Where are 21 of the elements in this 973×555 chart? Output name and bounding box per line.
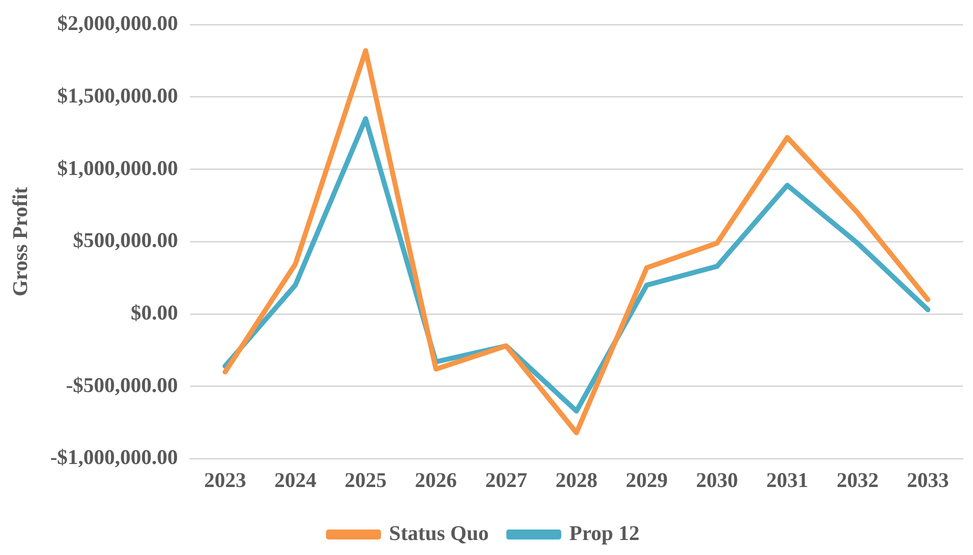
y-axis-title: Gross Profit bbox=[8, 186, 32, 296]
legend-label: Status Quo bbox=[389, 520, 489, 545]
y-tick-label: -$500,000.00 bbox=[66, 372, 178, 397]
legend-label: Prop 12 bbox=[569, 520, 640, 545]
x-tick-label: 2029 bbox=[626, 468, 668, 492]
y-tick-label: -$1,000,000.00 bbox=[50, 445, 178, 470]
x-tick-label: 2030 bbox=[696, 468, 738, 492]
x-tick-label: 2032 bbox=[836, 468, 879, 492]
x-tick-label: 2024 bbox=[274, 468, 317, 492]
x-tick-label: 2027 bbox=[485, 468, 528, 492]
y-tick-label: $0.00 bbox=[130, 300, 178, 324]
x-tick-label: 2025 bbox=[344, 468, 387, 492]
x-tick-label: 2023 bbox=[204, 468, 246, 492]
y-tick-label: $500,000.00 bbox=[72, 228, 178, 252]
y-tick-label: $1,000,000.00 bbox=[57, 156, 178, 180]
x-tick-label: 2026 bbox=[414, 468, 457, 492]
x-tick-label: 2028 bbox=[555, 468, 598, 492]
x-tick-label: 2033 bbox=[906, 468, 949, 492]
y-tick-label: $2,000,000.00 bbox=[57, 11, 178, 36]
y-tick-label: $1,500,000.00 bbox=[57, 83, 178, 108]
x-tick-label: 2031 bbox=[766, 468, 808, 492]
